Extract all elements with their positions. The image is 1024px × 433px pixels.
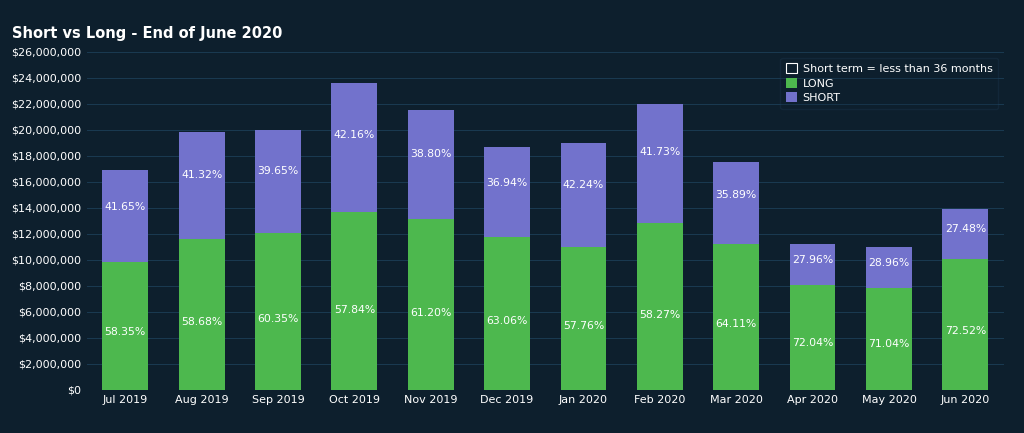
Text: 60.35%: 60.35% — [257, 314, 299, 324]
Bar — [102, 262, 148, 390]
Text: 58.68%: 58.68% — [181, 317, 222, 327]
Bar — [866, 247, 911, 288]
Text: 57.84%: 57.84% — [334, 305, 375, 315]
Text: Short vs Long - End of June 2020: Short vs Long - End of June 2020 — [12, 26, 283, 41]
Bar — [332, 83, 377, 212]
Bar — [332, 212, 377, 390]
Text: 58.27%: 58.27% — [639, 310, 681, 320]
Legend: Short term = less than 36 months, LONG, SHORT: Short term = less than 36 months, LONG, … — [780, 58, 998, 109]
Bar — [560, 143, 606, 247]
Bar — [637, 223, 683, 390]
Text: 41.32%: 41.32% — [181, 170, 222, 180]
Bar — [942, 259, 988, 390]
Bar — [637, 104, 683, 223]
Bar — [866, 288, 911, 390]
Bar — [790, 244, 836, 285]
Bar — [408, 219, 454, 390]
Text: 42.24%: 42.24% — [563, 180, 604, 190]
Text: 58.35%: 58.35% — [104, 327, 145, 337]
Text: 42.16%: 42.16% — [334, 130, 375, 140]
Bar — [714, 162, 759, 244]
Text: 41.65%: 41.65% — [104, 202, 145, 212]
Text: 57.76%: 57.76% — [563, 320, 604, 330]
Bar — [560, 247, 606, 390]
Bar — [408, 110, 454, 219]
Bar — [255, 233, 301, 390]
Bar — [790, 285, 836, 390]
Text: 71.04%: 71.04% — [868, 339, 909, 349]
Text: 63.06%: 63.06% — [486, 316, 527, 326]
Text: 39.65%: 39.65% — [257, 166, 299, 176]
Bar — [178, 132, 224, 239]
Text: 36.94%: 36.94% — [486, 178, 527, 187]
Text: 35.89%: 35.89% — [716, 190, 757, 200]
Text: 64.11%: 64.11% — [716, 319, 757, 329]
Text: 38.80%: 38.80% — [410, 149, 452, 159]
Text: 61.20%: 61.20% — [410, 308, 452, 318]
Bar — [942, 209, 988, 259]
Text: 41.73%: 41.73% — [639, 147, 681, 157]
Bar — [178, 239, 224, 390]
Text: 72.52%: 72.52% — [945, 326, 986, 336]
Bar — [714, 244, 759, 390]
Text: 28.96%: 28.96% — [868, 259, 909, 268]
Bar — [102, 170, 148, 262]
Text: 72.04%: 72.04% — [792, 338, 834, 348]
Bar — [255, 130, 301, 233]
Bar — [484, 236, 530, 390]
Text: 27.48%: 27.48% — [945, 224, 986, 234]
Text: 27.96%: 27.96% — [792, 255, 834, 265]
Bar — [484, 147, 530, 236]
